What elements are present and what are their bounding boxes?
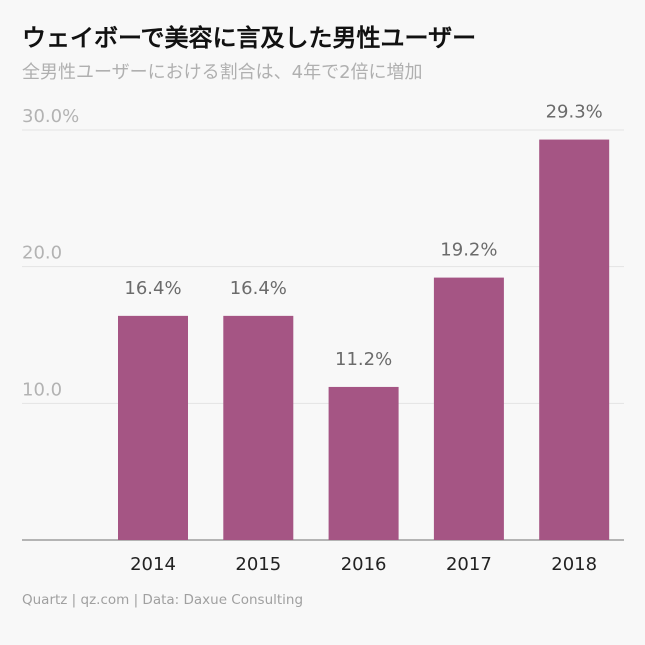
x-tick-label: 2014	[130, 554, 176, 575]
y-tick-label: 20.0	[22, 243, 62, 264]
x-tick-label: 2015	[235, 554, 281, 575]
chart-subtitle: 全男性ユーザーにおける割合は、4年で2倍に増加	[22, 62, 423, 83]
x-tick-label: 2018	[551, 554, 597, 575]
bar	[328, 386, 399, 540]
bar	[539, 139, 610, 541]
bar	[433, 277, 504, 540]
bar	[118, 315, 188, 540]
bar	[223, 315, 294, 540]
y-tick-label: 10.0	[22, 379, 62, 400]
data-label: 11.2%	[335, 349, 392, 370]
x-tick-label: 2017	[446, 554, 492, 575]
data-label: 16.4%	[230, 278, 287, 299]
y-tick-label: 30.0%	[22, 106, 79, 127]
chart-title: ウェイボーで美容に言及した男性ユーザー	[22, 24, 477, 52]
data-label: 16.4%	[124, 278, 181, 299]
data-label: 19.2%	[440, 240, 497, 261]
source-footer: Quartz | qz.com | Data: Daxue Consulting	[22, 592, 304, 608]
x-tick-label: 2016	[341, 554, 387, 575]
data-label: 29.3%	[546, 102, 603, 123]
